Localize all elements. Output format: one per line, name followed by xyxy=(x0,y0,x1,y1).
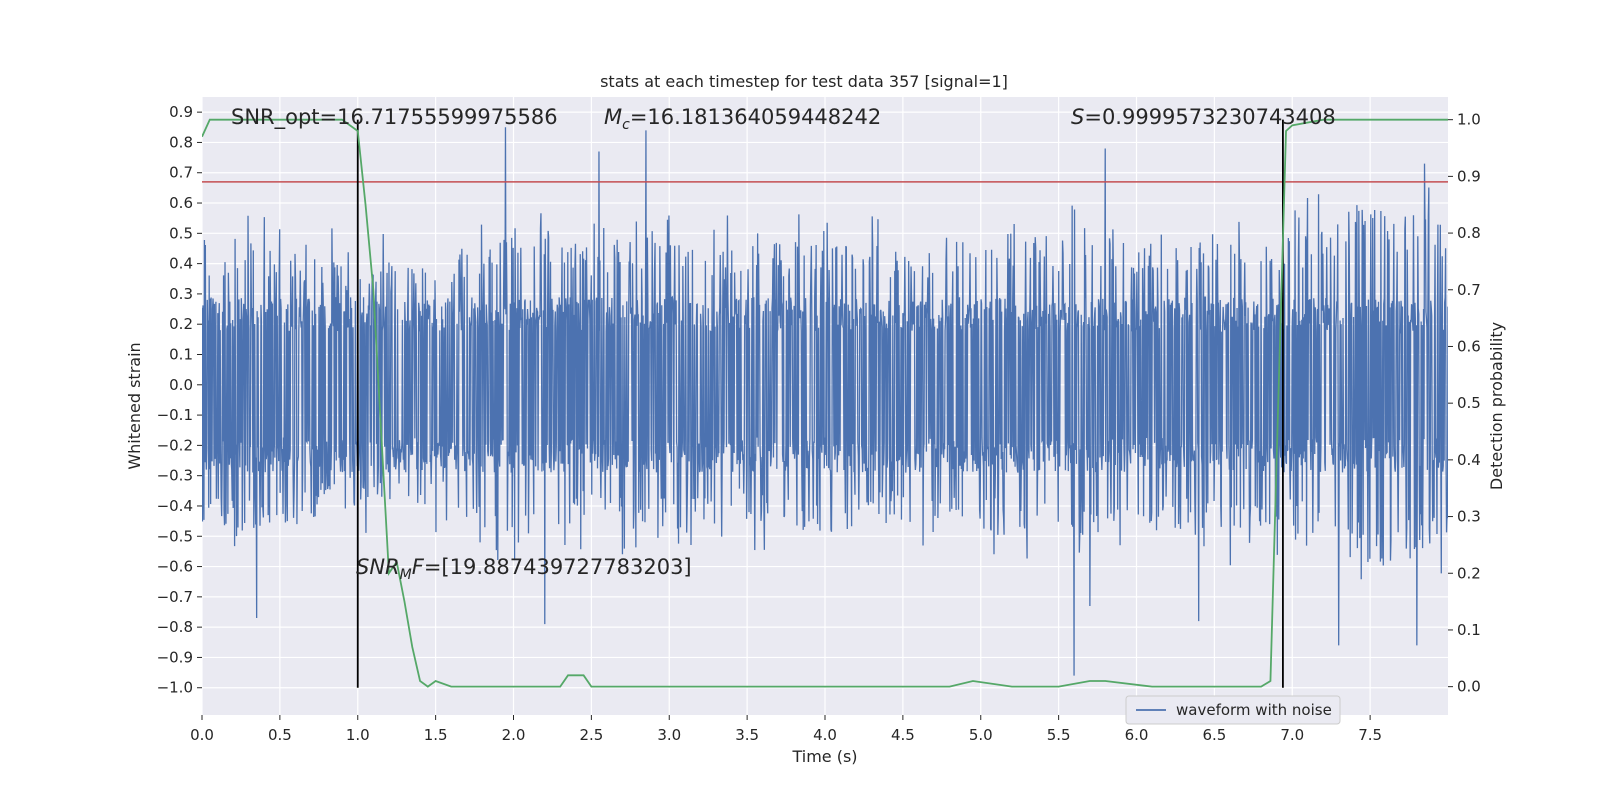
x-tick-label: 6.0 xyxy=(1125,726,1149,744)
y-tick-label: −0.9 xyxy=(157,648,193,666)
chirp-mass-symbol: M xyxy=(604,105,622,129)
x-tick-label: 4.0 xyxy=(813,726,837,744)
x-tick-label: 2.5 xyxy=(579,726,603,744)
y2-tick-label: 0.4 xyxy=(1457,451,1481,469)
y-tick-label: 0.2 xyxy=(169,315,193,333)
y-tick-label: 0.7 xyxy=(169,164,193,182)
chart-title: stats at each timestep for test data 357… xyxy=(600,72,1008,91)
y-tick-label: −0.8 xyxy=(157,618,193,636)
y2-axis-label: Detection probability xyxy=(1487,322,1506,490)
chirp-mass-subscript: c xyxy=(622,117,630,133)
y2-tick-label: 0.6 xyxy=(1457,337,1481,355)
x-tick-label: 1.5 xyxy=(424,726,448,744)
x-tick-label: 5.5 xyxy=(1047,726,1071,744)
y2-tick-label: 0.5 xyxy=(1457,394,1481,412)
x-axis-label: Time (s) xyxy=(791,747,857,766)
y-tick-label: −0.4 xyxy=(157,497,193,515)
y-tick-label: −0.7 xyxy=(157,588,193,606)
x-tick-label: 2.0 xyxy=(502,726,526,744)
y2-tick-label: 0.8 xyxy=(1457,224,1481,242)
x-tick-label: 5.0 xyxy=(969,726,993,744)
statistic-symbol: S xyxy=(1071,105,1084,129)
y-tick-label: 0.8 xyxy=(169,133,193,151)
x-tick-label: 3.0 xyxy=(657,726,681,744)
y-tick-label: −1.0 xyxy=(157,679,193,697)
x-tick-label: 3.5 xyxy=(735,726,759,744)
probability-series-line xyxy=(202,118,1448,688)
y2-tick-label: 0.0 xyxy=(1457,678,1481,696)
y-tick-label: −0.1 xyxy=(157,406,193,424)
chirp-mass-annotation: Mc=16.181364059448242 xyxy=(604,105,881,133)
y2-tick-label: 1.0 xyxy=(1457,111,1481,129)
legend-entry-label: waveform with noise xyxy=(1176,701,1332,719)
y-tick-label: −0.6 xyxy=(157,558,193,576)
snr-mf-annotation: SNRMF=[19.887439727783203] xyxy=(356,555,692,583)
x-tick-label: 4.5 xyxy=(891,726,915,744)
legend-box xyxy=(1125,695,1341,725)
y-tick-label: 0.0 xyxy=(169,376,193,394)
snr-mf-symbol: SNR xyxy=(356,555,400,579)
statistic-value: =0.9999573230743408 xyxy=(1084,105,1335,129)
y-tick-label: 0.4 xyxy=(169,255,193,273)
waveform-series-line xyxy=(202,127,1448,676)
y-tick-label: 0.9 xyxy=(169,103,193,121)
y2-tick-label: 0.3 xyxy=(1457,508,1481,526)
snr-mf-subscript: M xyxy=(400,567,412,583)
y2-tick-label: 0.9 xyxy=(1457,167,1481,185)
x-tick-label: 7.0 xyxy=(1280,726,1304,744)
y-tick-label: −0.3 xyxy=(157,467,193,485)
snr-mf-f: F xyxy=(412,555,425,579)
chirp-mass-value: =16.181364059448242 xyxy=(630,105,881,129)
x-tick-label: 0.5 xyxy=(268,726,292,744)
x-tick-label: 1.0 xyxy=(346,726,370,744)
y-tick-label: −0.5 xyxy=(157,527,193,545)
x-tick-label: 0.0 xyxy=(190,726,214,744)
x-tick-label: 7.5 xyxy=(1358,726,1382,744)
y-tick-label: 0.3 xyxy=(169,285,193,303)
y-tick-label: 0.5 xyxy=(169,224,193,242)
y-axis-label: Whitened strain xyxy=(125,342,144,469)
tick-marks xyxy=(197,111,1453,720)
legend: waveform with noise xyxy=(1125,695,1341,725)
snr-opt-annotation: SNR_opt=16.71755599975586 xyxy=(231,105,558,130)
y-tick-label: −0.2 xyxy=(157,436,193,454)
y-tick-label: 0.1 xyxy=(169,346,193,364)
statistic-annotation: S=0.9999573230743408 xyxy=(1071,105,1336,129)
y2-tick-label: 0.1 xyxy=(1457,621,1481,639)
x-tick-label: 6.5 xyxy=(1202,726,1226,744)
snr-mf-value: =[19.887439727783203] xyxy=(424,555,692,579)
y-tick-label: 0.6 xyxy=(169,194,193,212)
y2-tick-label: 0.7 xyxy=(1457,281,1481,299)
y2-tick-label: 0.2 xyxy=(1457,564,1481,582)
